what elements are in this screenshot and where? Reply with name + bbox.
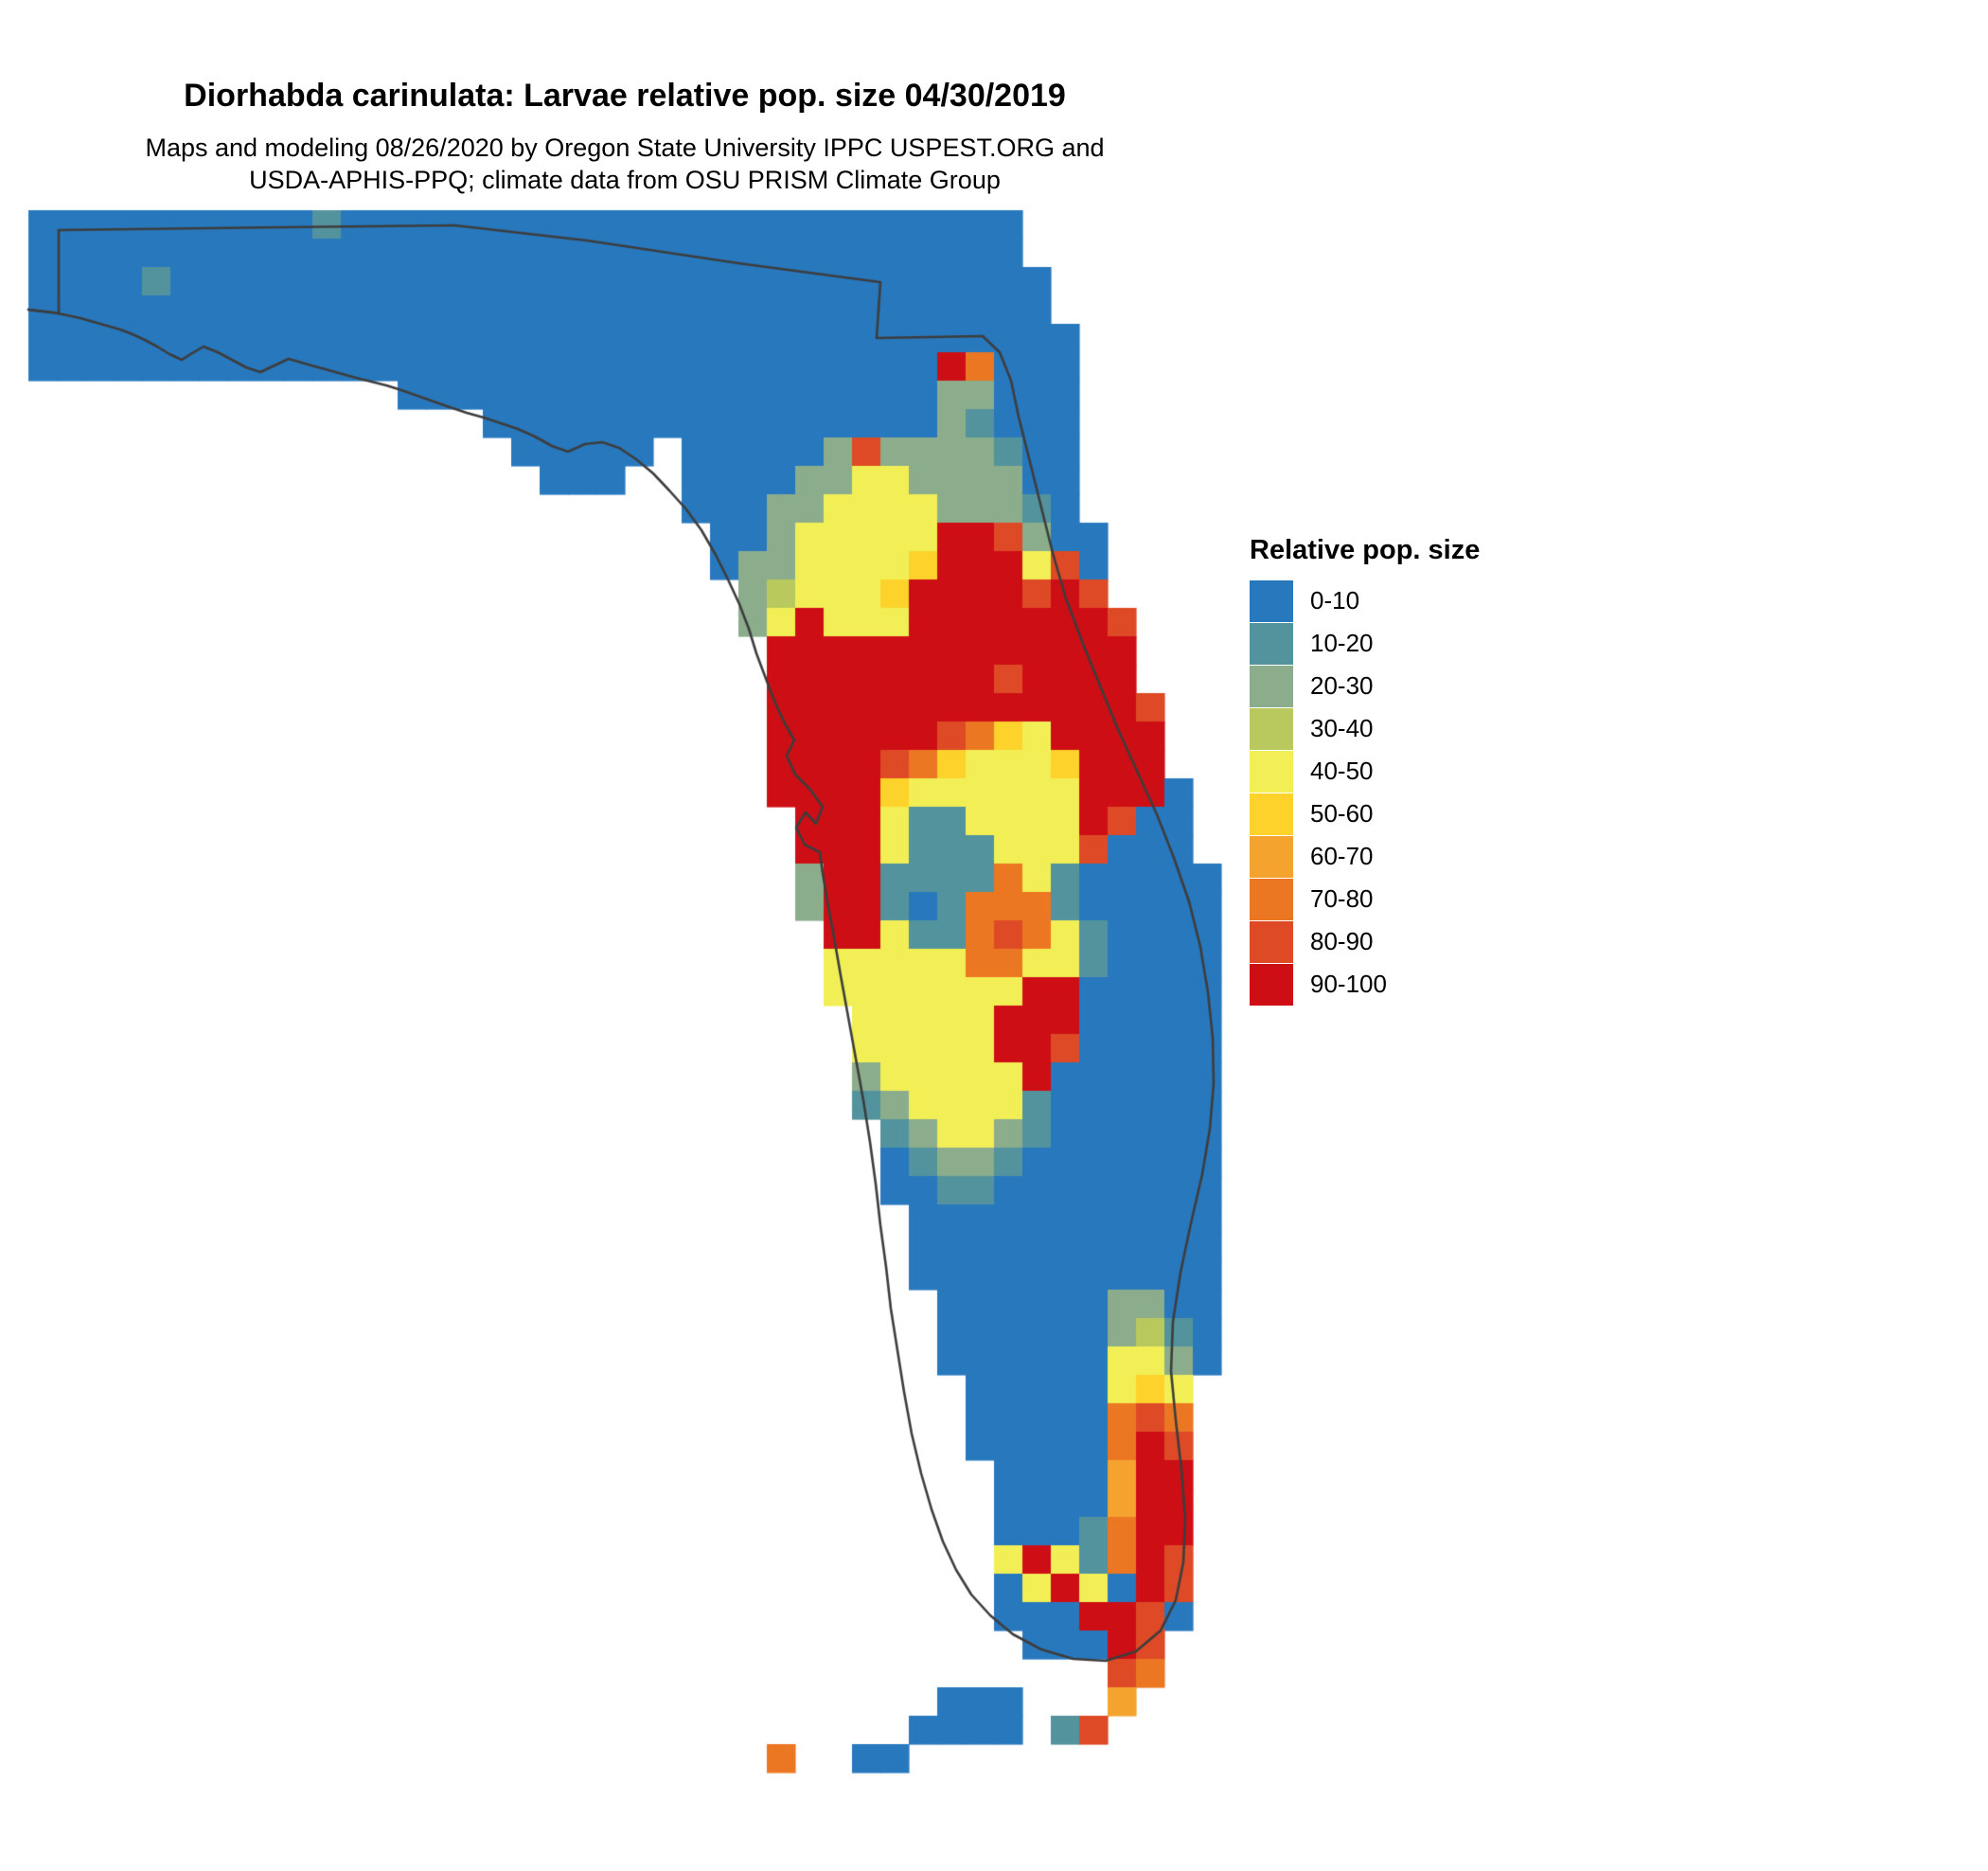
legend-swatch-70-80 — [1250, 878, 1293, 920]
legend-swatch-90-100 — [1250, 963, 1293, 1006]
legend-swatch-80-90 — [1250, 920, 1293, 963]
legend-label: 90-100 — [1310, 970, 1387, 998]
legend-items: 0-10 10-20 20-30 30-40 40-50 50-60 60-70 70-80 8… — [1250, 579, 1742, 1006]
legend-label: 30-40 — [1310, 714, 1374, 742]
legend-item-40-50: 40-50 — [1250, 750, 1742, 793]
legend-item-90-100: 90-100 — [1250, 963, 1742, 1006]
legend-swatch-10-20 — [1250, 622, 1293, 665]
legend-label: 40-50 — [1310, 757, 1374, 785]
legend-label: 10-20 — [1310, 629, 1374, 657]
legend-swatch-30-40 — [1250, 707, 1293, 750]
legend-label: 0-10 — [1310, 586, 1360, 615]
legend-label: 60-70 — [1310, 842, 1374, 870]
legend-label: 70-80 — [1310, 884, 1374, 913]
legend-title: Relative pop. size — [1250, 535, 1481, 565]
legend-item-80-90: 80-90 — [1250, 920, 1742, 963]
legend-swatch-0-10 — [1250, 579, 1293, 622]
legend-swatch-50-60 — [1250, 793, 1293, 835]
figure-header: Diorhabda carinulata: Larvae relative po… — [0, 78, 1250, 196]
legend-item-50-60: 50-60 — [1250, 793, 1742, 835]
legend-swatch-20-30 — [1250, 665, 1293, 707]
legend-label: 80-90 — [1310, 927, 1374, 955]
page-title: Diorhabda carinulata: Larvae relative po… — [184, 78, 1066, 114]
legend-item-70-80: 70-80 — [1250, 878, 1742, 920]
legend-item-0-10: 0-10 — [1250, 579, 1742, 622]
legend-item-20-30: 20-30 — [1250, 665, 1742, 707]
subtitle-line-2: USDA-APHIS-PPQ; climate data from OSU PR… — [249, 166, 1001, 194]
legend-label: 50-60 — [1310, 799, 1374, 828]
legend-label: 20-30 — [1310, 671, 1374, 700]
legend-swatch-40-50 — [1250, 750, 1293, 793]
legend-item-30-40: 30-40 — [1250, 707, 1742, 750]
legend-item-10-20: 10-20 — [1250, 622, 1742, 665]
legend-swatch-60-70 — [1250, 835, 1293, 878]
legend-item-60-70: 60-70 — [1250, 835, 1742, 878]
legend: Relative pop. size 0-10 10-20 20-30 30-40 40… — [1250, 535, 1742, 1006]
subtitle-line-1: Maps and modeling 08/26/2020 by Oregon S… — [145, 134, 1105, 162]
